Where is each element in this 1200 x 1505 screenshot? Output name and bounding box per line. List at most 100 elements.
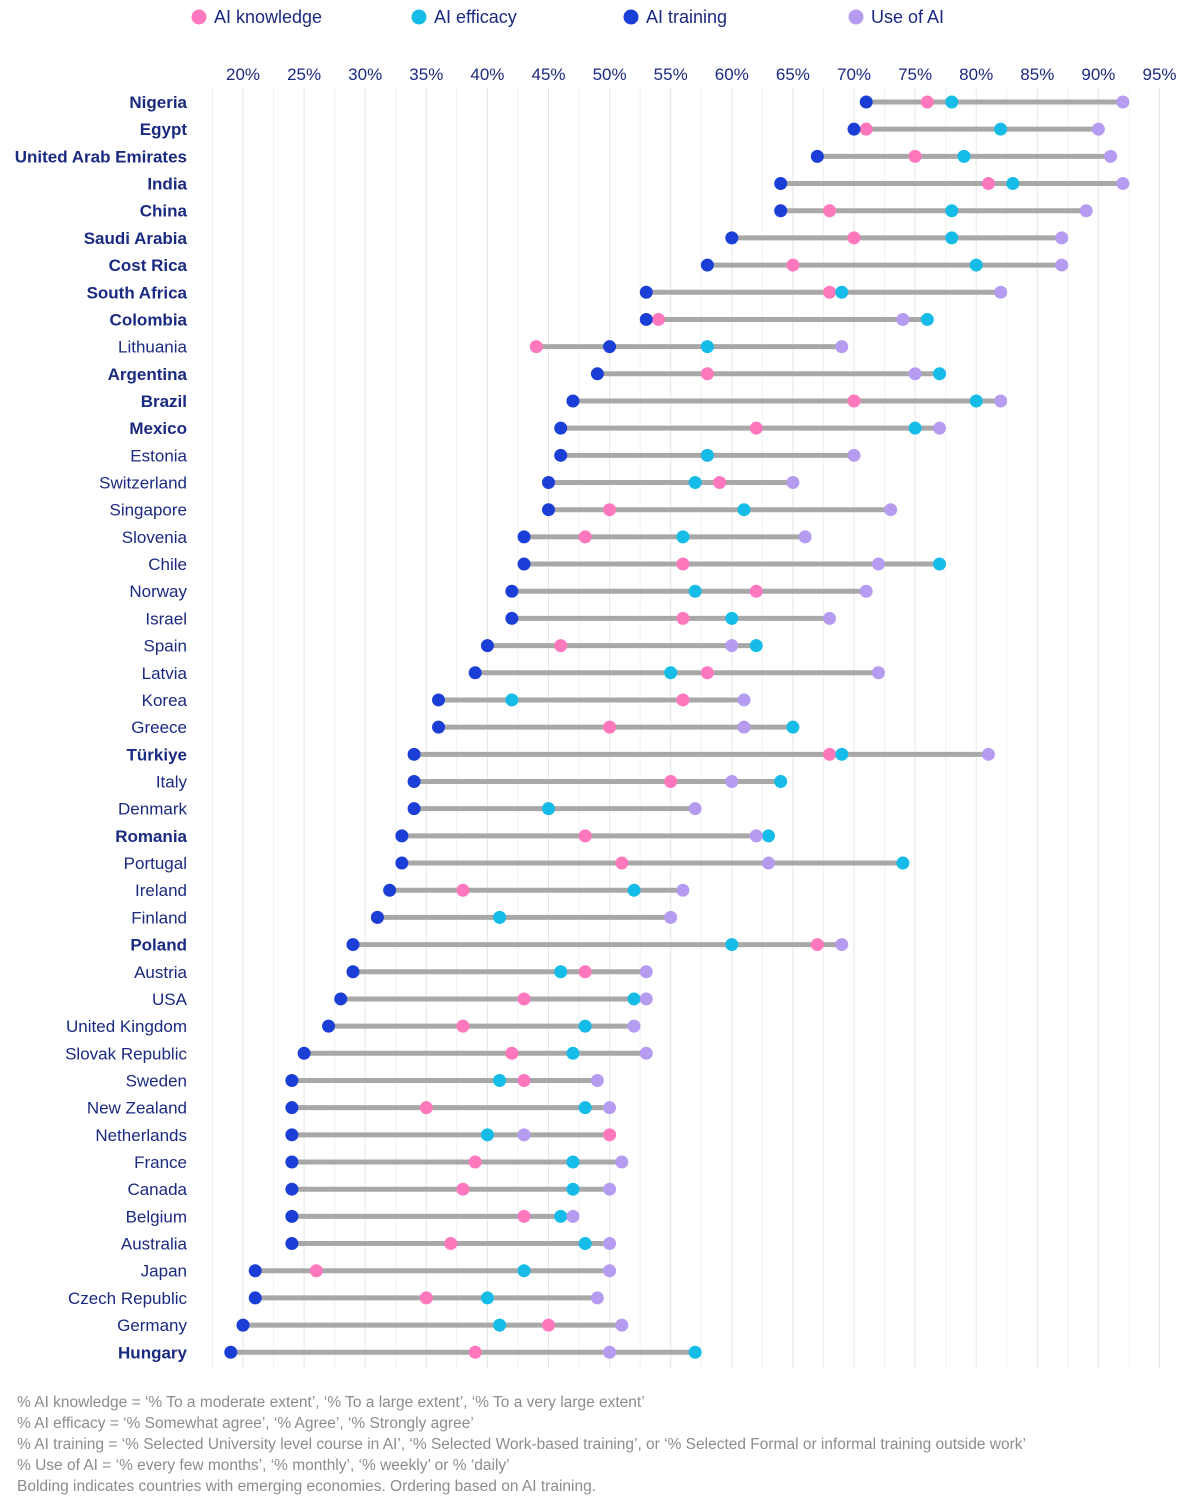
- dot-training: [285, 1209, 299, 1223]
- dot-use: [835, 340, 849, 354]
- dot-efficacy: [664, 666, 678, 680]
- dot-training: [774, 177, 788, 191]
- chart-row: Egypt: [140, 120, 1105, 139]
- dot-efficacy: [774, 775, 788, 788]
- chart-row: Chile: [148, 555, 947, 574]
- country-label: Netherlands: [95, 1126, 187, 1145]
- chart-row: Australia: [121, 1235, 617, 1254]
- dot-efficacy: [749, 639, 763, 653]
- footnote-use: % Use of AI = ‘% every few months’, ‘% m…: [17, 1457, 510, 1474]
- dot-use: [786, 476, 800, 490]
- x-axis-tick-labels: 20% 25% 30% 35% 40% 45% 50% 55% 60% 65% 70% 75% 80% 8…: [226, 65, 1177, 84]
- dot-efficacy: [493, 1318, 507, 1332]
- dot-knowledge: [786, 258, 800, 272]
- dot-training: [554, 448, 568, 462]
- country-label: France: [134, 1153, 187, 1172]
- dot-range-chart: AI knowledge AI efficacy AI training Use of…: [15, 7, 1177, 1368]
- dot-training: [407, 775, 421, 788]
- chart-row: Norway: [129, 582, 873, 601]
- dot-knowledge: [664, 775, 678, 788]
- dot-training: [236, 1318, 250, 1332]
- x-tick-label: 95%: [1142, 65, 1176, 84]
- dot-use: [615, 1318, 629, 1332]
- country-label: Switzerland: [99, 474, 187, 493]
- dot-efficacy: [737, 503, 751, 517]
- country-label: Sweden: [126, 1071, 187, 1090]
- dot-efficacy: [554, 965, 568, 979]
- dot-efficacy: [688, 476, 702, 490]
- dot-use: [847, 448, 861, 462]
- dot-use: [994, 394, 1008, 408]
- dot-training: [542, 503, 555, 517]
- dot-training: [603, 340, 617, 354]
- chart-row: United Arab Emirates: [15, 147, 1118, 166]
- dot-knowledge: [823, 747, 837, 761]
- chart-row: Czech Republic: [68, 1289, 604, 1308]
- country-label: Germany: [117, 1316, 187, 1335]
- dot-training: [566, 394, 580, 408]
- dot-training: [285, 1073, 299, 1087]
- dot-knowledge: [615, 856, 629, 870]
- dot-training: [285, 1128, 299, 1142]
- legend-item-use: Use of AI: [848, 7, 944, 27]
- dot-efficacy: [542, 802, 555, 816]
- dot-efficacy: [480, 1291, 494, 1305]
- country-label: Portugal: [124, 854, 187, 873]
- chart-row: India: [147, 175, 1130, 194]
- legend-label-use: Use of AI: [871, 7, 944, 27]
- dot-knowledge: [908, 149, 922, 163]
- country-label: Israel: [145, 609, 187, 628]
- dot-training: [774, 204, 788, 218]
- dot-use: [725, 639, 739, 653]
- dot-use: [603, 1182, 617, 1196]
- dot-efficacy: [505, 693, 519, 707]
- country-label: Latvia: [142, 664, 188, 683]
- dot-use: [994, 285, 1008, 299]
- country-label: Canada: [127, 1180, 187, 1199]
- dot-efficacy: [517, 1264, 531, 1278]
- dot-efficacy: [566, 1155, 580, 1169]
- chart-row: Argentina: [108, 365, 947, 384]
- dot-efficacy: [566, 1182, 580, 1196]
- dot-training: [517, 530, 531, 544]
- chart-row: Singapore: [109, 501, 898, 520]
- legend-swatch-training: [623, 9, 639, 25]
- dot-training: [700, 258, 714, 272]
- dot-training: [554, 421, 568, 435]
- dot-knowledge: [309, 1264, 323, 1278]
- dot-use: [871, 666, 885, 680]
- dot-training: [322, 1019, 336, 1033]
- dot-efficacy: [578, 1019, 592, 1033]
- country-label: Saudi Arabia: [84, 229, 188, 248]
- dot-knowledge: [700, 666, 714, 680]
- country-label: India: [147, 175, 187, 194]
- dot-knowledge: [468, 1155, 482, 1169]
- dot-training: [285, 1237, 299, 1251]
- x-tick-label: 70%: [837, 65, 871, 84]
- dot-use: [639, 992, 653, 1006]
- country-label: New Zealand: [87, 1099, 187, 1118]
- dot-training: [639, 285, 653, 299]
- country-label: Egypt: [140, 120, 188, 139]
- chart-row: Saudi Arabia: [84, 229, 1069, 248]
- x-tick-label: 65%: [776, 65, 810, 84]
- country-label: Romania: [115, 827, 187, 846]
- country-label: Poland: [130, 936, 187, 955]
- dot-knowledge: [603, 720, 617, 734]
- dot-use: [859, 584, 873, 598]
- dot-training: [725, 231, 739, 245]
- dot-use: [566, 1209, 580, 1223]
- dot-training: [505, 584, 519, 598]
- chart-row: Denmark: [118, 800, 702, 819]
- dot-use: [639, 965, 653, 979]
- legend-label-training: AI training: [646, 7, 727, 27]
- dot-knowledge: [578, 829, 592, 843]
- chart-row: Switzerland: [99, 474, 800, 493]
- dot-use: [590, 1291, 604, 1305]
- chart-row: Hungary: [118, 1343, 702, 1362]
- dot-knowledge: [749, 584, 763, 598]
- chart-row: USA: [152, 990, 653, 1009]
- dot-training: [407, 747, 421, 761]
- dot-training: [346, 938, 360, 952]
- dot-training: [432, 693, 446, 707]
